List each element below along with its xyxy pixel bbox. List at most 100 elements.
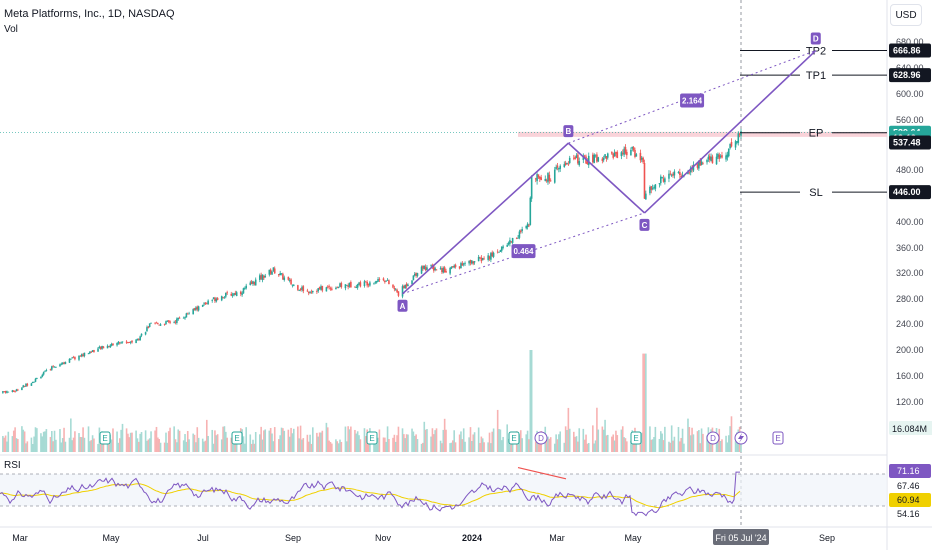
price-badge xyxy=(889,68,931,83)
candle-body xyxy=(634,149,636,157)
price-badge-label: 628.96 xyxy=(893,70,921,80)
volume-bar xyxy=(177,429,180,452)
volume-bar xyxy=(567,407,570,452)
volume-bar xyxy=(222,426,224,452)
volume-bar xyxy=(462,428,465,452)
volume-bar xyxy=(125,428,128,452)
candle-body xyxy=(292,284,295,286)
candle-body xyxy=(606,153,609,158)
candle-body xyxy=(225,292,227,297)
volume-bar xyxy=(280,427,283,452)
volume-bar xyxy=(397,426,400,452)
candle-body xyxy=(668,173,670,179)
volume-bar xyxy=(23,431,26,452)
volume-bar xyxy=(214,430,216,452)
time-tick-label: Sep xyxy=(285,533,301,543)
candle-body xyxy=(452,266,454,268)
volume-bar xyxy=(110,439,113,452)
volume-bar xyxy=(403,434,405,452)
volume-bar xyxy=(624,438,627,452)
volume-bar xyxy=(82,427,84,452)
volume-bar xyxy=(215,435,218,452)
candle-body xyxy=(52,366,54,368)
volume-bar xyxy=(373,439,375,452)
candle-body xyxy=(517,237,519,239)
volume-bar xyxy=(539,437,541,452)
candle-body xyxy=(707,156,710,160)
candle-body xyxy=(658,183,661,185)
time-tick-label: May xyxy=(102,533,120,543)
volume-bar xyxy=(479,442,481,452)
volume-bar xyxy=(78,433,80,452)
candle-body xyxy=(40,376,42,379)
volume-bar xyxy=(138,441,140,452)
candle-body xyxy=(108,346,110,348)
volume-bar xyxy=(480,436,483,452)
price-tick-label: 120.00 xyxy=(896,397,924,407)
currency-button[interactable]: USD xyxy=(890,4,922,26)
candle-body xyxy=(358,282,360,285)
volume-bar xyxy=(699,443,702,452)
volume-bar xyxy=(659,431,662,452)
volume-bar xyxy=(378,429,381,452)
pattern-point-label: B xyxy=(565,127,571,136)
price-tick-label: 160.00 xyxy=(896,371,924,381)
candle-body xyxy=(340,283,343,288)
candle-body xyxy=(718,154,721,159)
volume-bar xyxy=(26,441,29,452)
candle-body xyxy=(458,266,461,269)
price-tick-label: 640.00 xyxy=(896,63,924,73)
volume-bar xyxy=(184,434,186,452)
volume-bar xyxy=(102,439,105,452)
volume-bar xyxy=(30,437,33,452)
candle-body xyxy=(53,366,56,368)
volume-bar xyxy=(698,430,700,452)
candle-body xyxy=(711,156,714,164)
candle-body xyxy=(680,175,682,178)
candle-body xyxy=(626,151,628,156)
volume-bar xyxy=(250,443,253,452)
candle-body xyxy=(506,245,508,247)
candle-body xyxy=(534,178,537,180)
candle-body xyxy=(318,287,321,289)
candle-body xyxy=(309,292,311,294)
volume-bar xyxy=(673,436,676,452)
volume-bar xyxy=(558,434,560,452)
candle-body xyxy=(549,180,552,182)
candle-body xyxy=(593,154,595,163)
candle-body xyxy=(587,155,590,166)
volume-bar xyxy=(658,438,661,452)
candle-body xyxy=(204,302,207,304)
candle-body xyxy=(34,378,37,382)
candle-body xyxy=(480,257,483,262)
volume-bar xyxy=(68,437,71,452)
candle-body xyxy=(377,278,379,282)
candle-body xyxy=(611,151,613,154)
candle-body xyxy=(539,176,541,179)
candle-body xyxy=(679,171,681,176)
volume-bar xyxy=(326,427,329,452)
candle-body xyxy=(445,271,447,273)
volume-bar xyxy=(328,440,330,452)
volume-bar xyxy=(453,430,455,452)
candle-body xyxy=(147,326,150,328)
volume-bar xyxy=(365,436,367,452)
candle-body xyxy=(146,327,148,332)
candle-body xyxy=(664,178,666,183)
candle-body xyxy=(33,381,35,383)
candle-body xyxy=(268,269,271,275)
candle-body xyxy=(696,164,699,168)
volume-bar xyxy=(632,439,635,452)
volume-badge-label: 16.084M xyxy=(892,424,927,434)
volume-bar xyxy=(650,439,653,452)
candle-body xyxy=(558,168,560,170)
volume-bar xyxy=(254,431,257,452)
volume-bar xyxy=(472,434,475,452)
volume-bar xyxy=(211,429,214,452)
candle-body xyxy=(509,240,511,244)
candle-body xyxy=(574,157,576,159)
volume-bar xyxy=(154,430,156,452)
candle-body xyxy=(401,286,404,297)
volume-bar xyxy=(144,430,147,452)
